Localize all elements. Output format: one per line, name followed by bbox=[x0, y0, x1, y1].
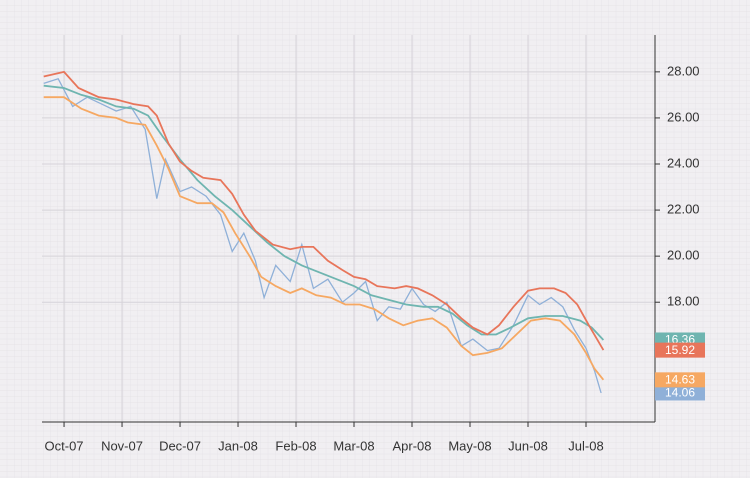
y-tick-label: 22.00 bbox=[667, 202, 700, 217]
x-tick-label: Nov-07 bbox=[101, 438, 143, 453]
value-label-box bbox=[655, 342, 705, 358]
x-tick-label: Feb-08 bbox=[275, 438, 316, 453]
series-line bbox=[43, 96, 605, 381]
series-line bbox=[43, 84, 605, 341]
series-line bbox=[43, 78, 602, 394]
value-label: 15.92 bbox=[665, 343, 695, 357]
series-line bbox=[43, 70, 605, 351]
y-tick-label: 24.00 bbox=[667, 155, 700, 170]
x-tick-label: Jul-08 bbox=[568, 438, 603, 453]
value-label: 14.06 bbox=[665, 386, 695, 400]
value-label: 14.63 bbox=[665, 373, 695, 387]
y-tick-label: 28.00 bbox=[667, 63, 700, 78]
x-tick-label: Jan-08 bbox=[218, 438, 258, 453]
x-tick-label: Oct-07 bbox=[45, 438, 84, 453]
x-tick-label: Jun-08 bbox=[508, 438, 548, 453]
value-label-box bbox=[655, 385, 705, 401]
y-tick-label: 20.00 bbox=[667, 248, 700, 263]
x-tick-label: Apr-08 bbox=[392, 438, 431, 453]
y-tick-label: 26.00 bbox=[667, 109, 700, 124]
x-tick-label: Dec-07 bbox=[159, 438, 201, 453]
y-tick-label: 18.00 bbox=[667, 294, 700, 309]
x-tick-label: Mar-08 bbox=[333, 438, 374, 453]
value-label-box bbox=[655, 372, 705, 388]
x-tick-label: May-08 bbox=[448, 438, 491, 453]
